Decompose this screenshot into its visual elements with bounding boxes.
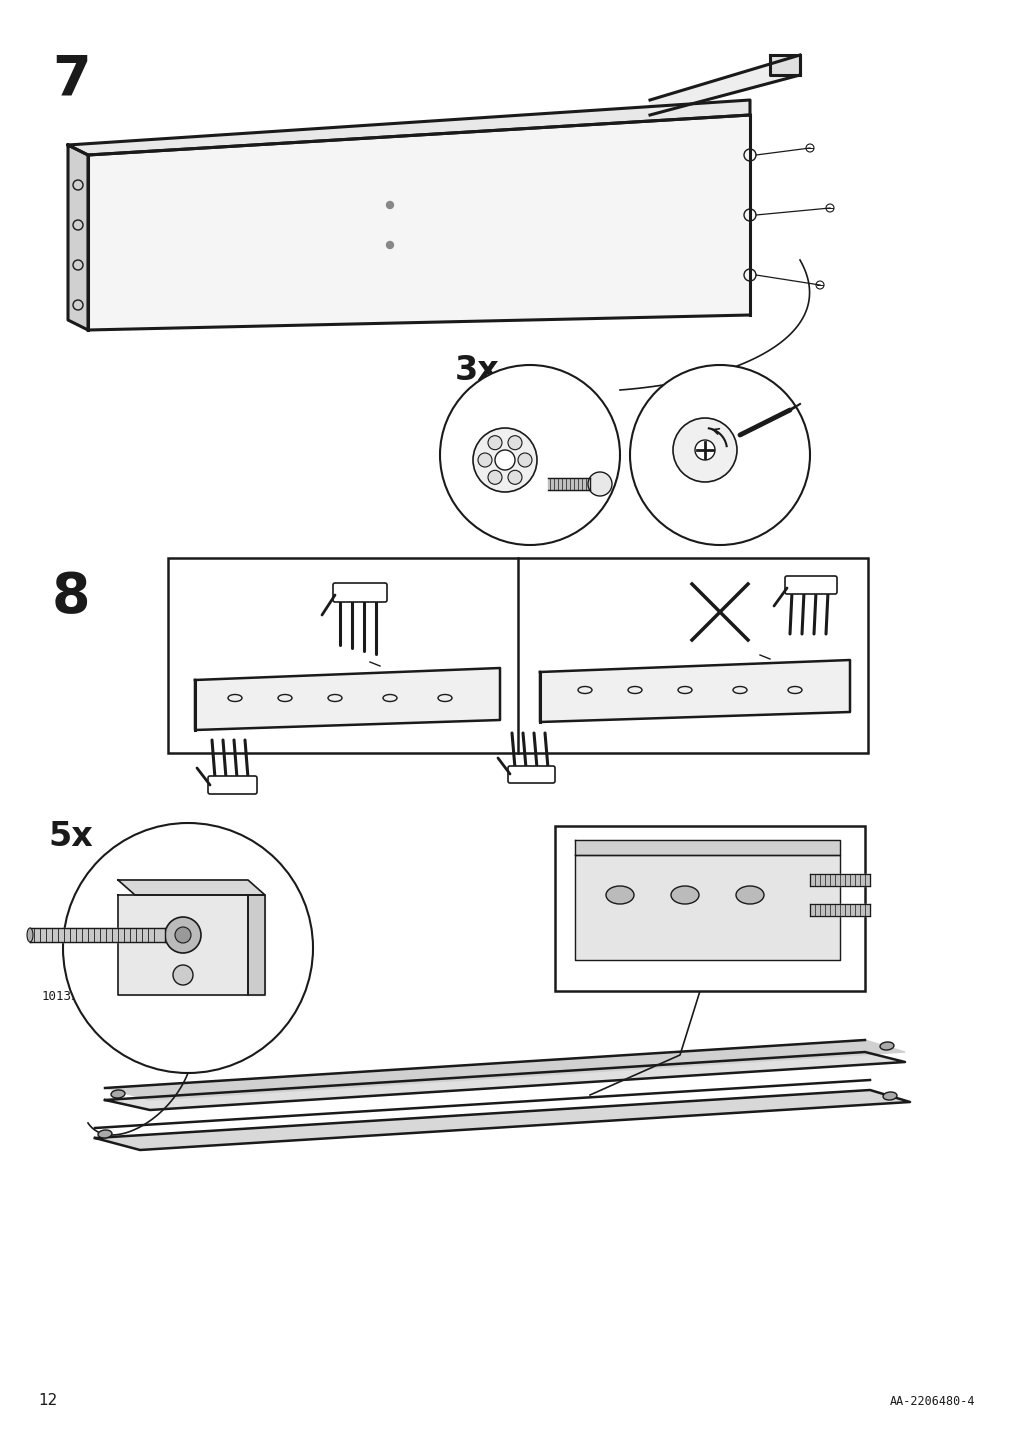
Polygon shape xyxy=(118,895,248,995)
Text: AA-2206480-4: AA-2206480-4 xyxy=(889,1395,974,1408)
Text: 5x: 5x xyxy=(48,821,93,853)
Polygon shape xyxy=(105,1040,904,1100)
Circle shape xyxy=(587,473,612,495)
Ellipse shape xyxy=(111,1090,125,1098)
Polygon shape xyxy=(195,667,499,730)
Text: 7: 7 xyxy=(52,52,91,106)
Polygon shape xyxy=(88,115,749,329)
Circle shape xyxy=(508,470,522,484)
Circle shape xyxy=(508,435,522,450)
Circle shape xyxy=(165,916,201,954)
Text: 8: 8 xyxy=(52,570,91,624)
Polygon shape xyxy=(574,855,839,959)
Polygon shape xyxy=(68,100,749,155)
Bar xyxy=(168,558,867,753)
Circle shape xyxy=(487,470,501,484)
Circle shape xyxy=(472,428,537,493)
FancyBboxPatch shape xyxy=(208,776,257,793)
Circle shape xyxy=(630,365,809,546)
FancyBboxPatch shape xyxy=(333,583,386,601)
Circle shape xyxy=(175,927,191,944)
Circle shape xyxy=(487,435,501,450)
Text: 101350: 101350 xyxy=(42,990,87,1002)
Polygon shape xyxy=(118,881,265,895)
Circle shape xyxy=(695,440,715,460)
Polygon shape xyxy=(540,660,849,722)
Bar xyxy=(554,826,864,991)
Ellipse shape xyxy=(27,928,33,942)
Text: 12: 12 xyxy=(38,1393,58,1408)
Polygon shape xyxy=(68,145,88,329)
Polygon shape xyxy=(95,1090,909,1150)
Circle shape xyxy=(386,202,393,209)
Polygon shape xyxy=(769,54,800,74)
Ellipse shape xyxy=(98,1130,112,1138)
Polygon shape xyxy=(649,54,800,115)
Text: 113434: 113434 xyxy=(540,440,579,450)
Text: 122322: 122322 xyxy=(540,453,579,463)
Circle shape xyxy=(518,453,532,467)
Circle shape xyxy=(173,965,193,985)
FancyBboxPatch shape xyxy=(508,766,554,783)
Ellipse shape xyxy=(883,1093,896,1100)
Circle shape xyxy=(386,242,393,249)
Polygon shape xyxy=(574,841,839,855)
Polygon shape xyxy=(248,895,265,995)
Circle shape xyxy=(672,418,736,483)
Ellipse shape xyxy=(606,886,633,904)
Polygon shape xyxy=(105,1053,904,1110)
Ellipse shape xyxy=(880,1042,893,1050)
Text: 3x: 3x xyxy=(455,354,499,387)
Circle shape xyxy=(477,453,491,467)
Ellipse shape xyxy=(735,886,763,904)
FancyBboxPatch shape xyxy=(785,576,836,594)
Circle shape xyxy=(440,365,620,546)
Ellipse shape xyxy=(670,886,699,904)
Circle shape xyxy=(494,450,515,470)
Circle shape xyxy=(63,823,312,1073)
